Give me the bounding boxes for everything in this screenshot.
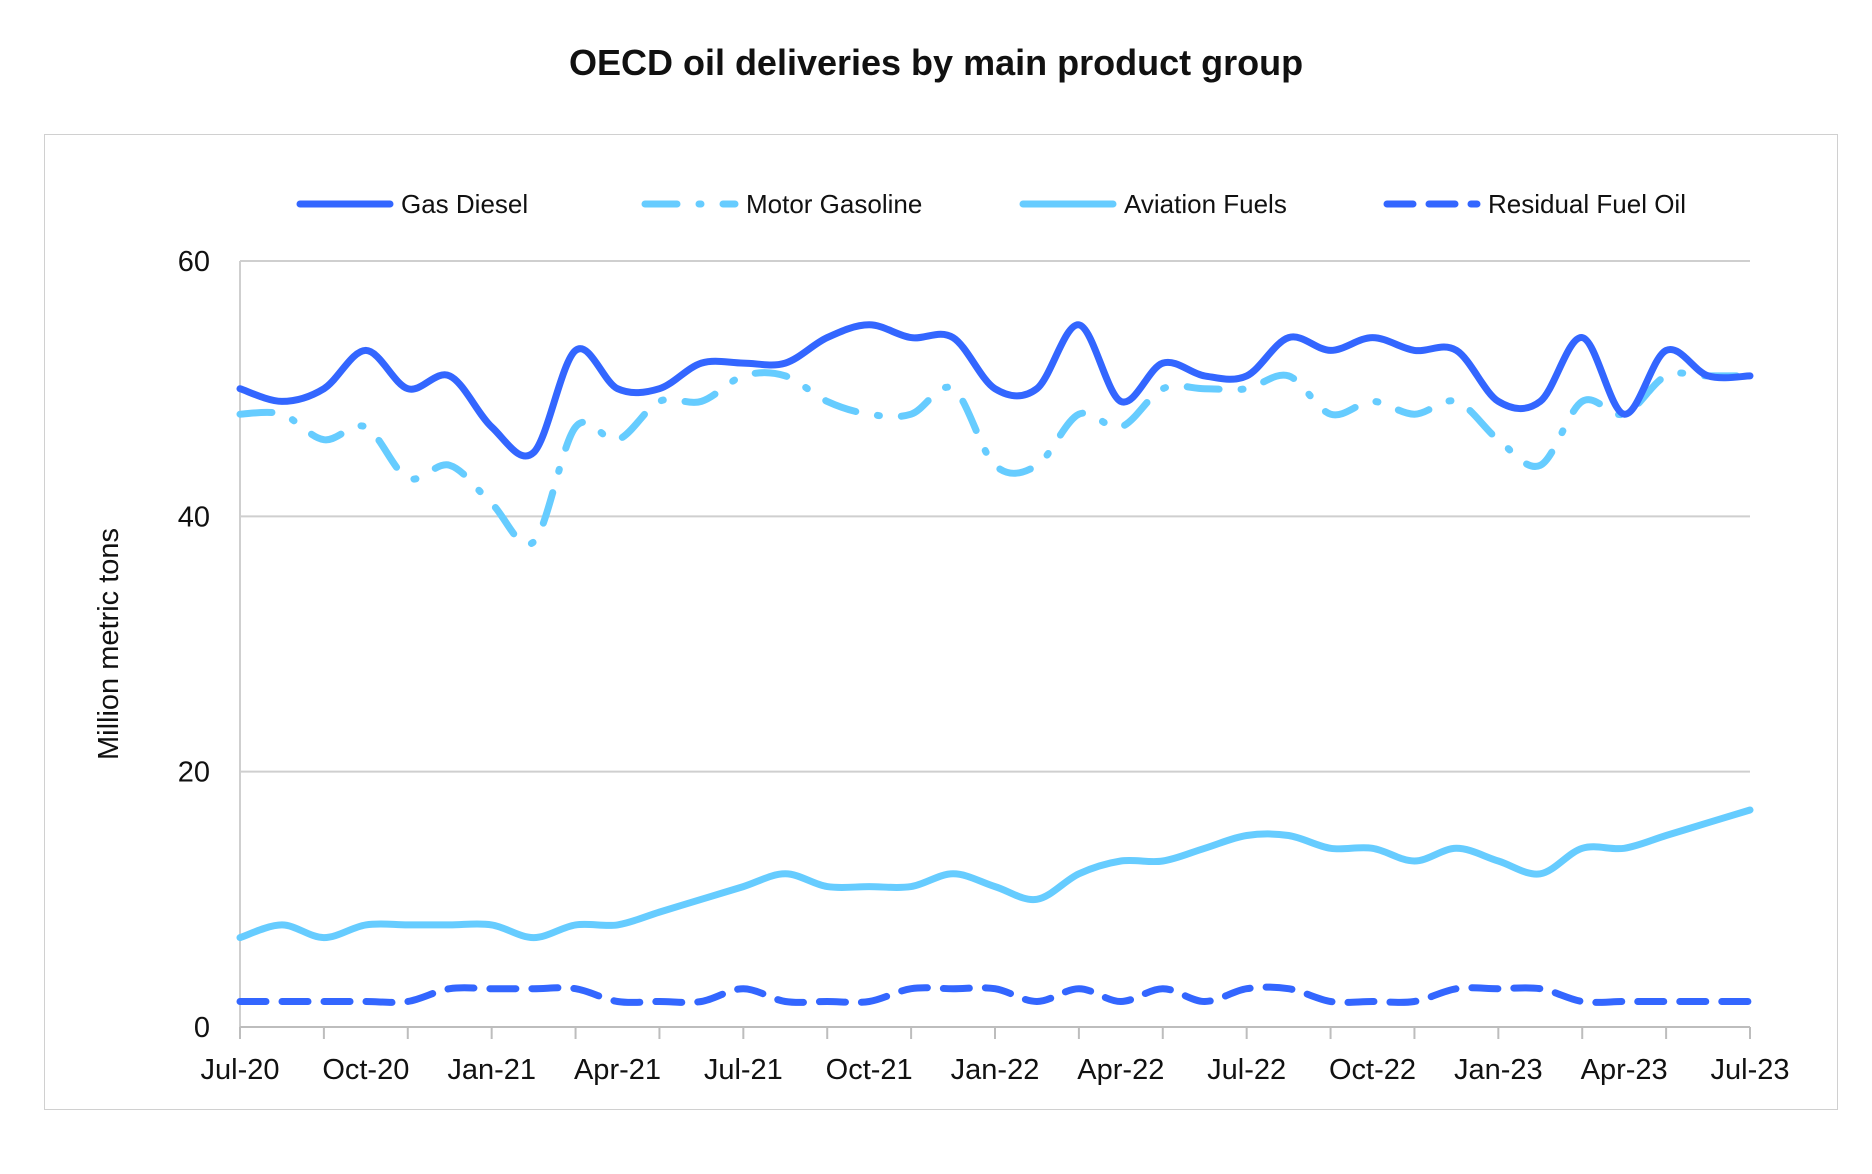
series-line-aviation-fuels — [236, 806, 1754, 942]
y-tick-label: 0 — [194, 1012, 210, 1044]
x-tick-label: Jul-22 — [1207, 1054, 1286, 1086]
x-tick-label: Jul-21 — [704, 1054, 783, 1086]
x-tick-label: Apr-21 — [574, 1054, 661, 1086]
chart-title: OECD oil deliveries by main product grou… — [568, 42, 1304, 83]
x-tick-label: Oct-20 — [322, 1054, 409, 1086]
y-tick-label: 20 — [178, 757, 210, 789]
series-line-residual-fuel-oil — [236, 983, 1754, 1006]
y-axis-title: Million metric tons — [93, 528, 125, 760]
y-tick-label: 40 — [178, 501, 210, 533]
series-line-motor-gasoline — [236, 369, 1754, 548]
legend-label-aviation-fuels: Aviation Fuels — [1124, 189, 1287, 219]
x-tick-label: Jan-21 — [447, 1054, 536, 1086]
x-tick-label: Oct-22 — [1329, 1054, 1416, 1086]
y-tick-label: 60 — [178, 246, 210, 278]
legend-label-gas-diesel: Gas Diesel — [401, 189, 528, 219]
x-tick-label: Jul-20 — [201, 1054, 280, 1086]
x-tick-label: Apr-23 — [1581, 1054, 1668, 1086]
x-tick-label: Jul-23 — [1711, 1054, 1790, 1086]
series-line-gas-diesel — [236, 321, 1754, 460]
chart-frame — [44, 134, 1838, 1110]
x-tick-label: Jan-23 — [1454, 1054, 1543, 1086]
x-tick-label: Jan-22 — [951, 1054, 1040, 1086]
legend-label-motor-gasoline: Motor Gasoline — [746, 189, 922, 219]
legend-label-residual-fuel-oil: Residual Fuel Oil — [1488, 189, 1686, 219]
x-tick-label: Oct-21 — [826, 1054, 913, 1086]
x-tick-label: Apr-22 — [1077, 1054, 1164, 1086]
